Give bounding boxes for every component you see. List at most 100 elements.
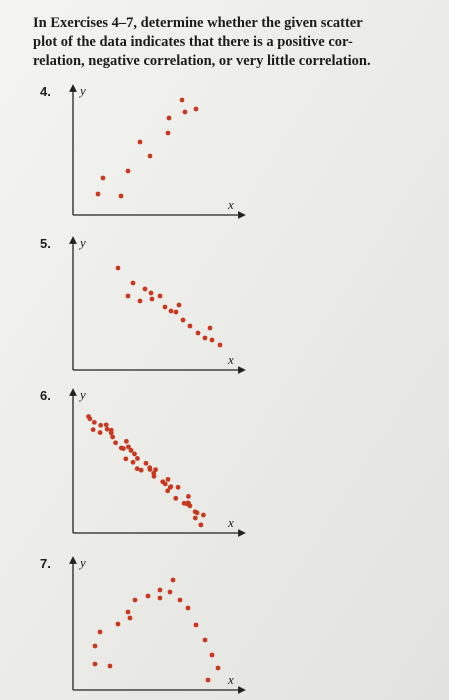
scatter-dot xyxy=(121,446,126,451)
scatter-dot xyxy=(104,426,110,432)
scatter-dot xyxy=(209,337,215,343)
scatter-dot xyxy=(198,522,204,528)
scatter-dot xyxy=(179,97,185,103)
scatter-dot xyxy=(100,175,106,181)
scatter-dot xyxy=(201,512,206,518)
scatter-dot xyxy=(98,422,104,428)
x-axis-label: x xyxy=(227,515,234,530)
scatter-dot xyxy=(128,448,134,453)
scatter-dot xyxy=(132,451,137,457)
scatter-dot xyxy=(86,414,92,419)
scatter-dot xyxy=(113,440,118,446)
scatter-dot xyxy=(202,335,208,341)
scatter-dot xyxy=(192,515,198,521)
scatter-dot xyxy=(123,456,129,462)
scatter-dot xyxy=(137,298,143,304)
intro-line: In Exercises 4–7, determine whether the … xyxy=(33,15,363,31)
scatter-dot xyxy=(173,495,179,501)
scatter-dot xyxy=(92,661,98,667)
scatter-dot xyxy=(108,430,114,436)
scatter-dot xyxy=(157,587,163,593)
scatter-dot xyxy=(125,609,131,615)
y-axis-label: y xyxy=(78,83,86,98)
scatter-dot xyxy=(165,476,171,482)
scatter-dot xyxy=(130,280,136,286)
scatter-dot xyxy=(166,115,172,121)
scatter-dot xyxy=(145,593,151,599)
scatter-dot xyxy=(147,153,153,159)
scatter-dot xyxy=(217,342,223,348)
scatter-dot xyxy=(125,168,131,174)
scatter-dot xyxy=(186,494,191,499)
scatter-dot xyxy=(173,309,179,315)
scatter-dot xyxy=(170,577,176,583)
scatter-dot xyxy=(134,466,140,472)
scatter-dot xyxy=(182,109,188,115)
scatter-dot xyxy=(193,622,199,628)
scatter-dot xyxy=(176,302,182,308)
scatter-dot xyxy=(130,459,136,465)
scatter-dot xyxy=(115,265,121,271)
scatter-dot xyxy=(110,434,116,440)
scatter-dot xyxy=(177,597,183,603)
scatter-dot xyxy=(142,286,148,292)
x-axis-label: x xyxy=(227,352,234,367)
scatter-dot xyxy=(205,677,211,683)
scatter-dot xyxy=(103,422,109,428)
scatter-dot xyxy=(127,615,133,621)
y-axis-label: y xyxy=(78,235,86,250)
scatter-dot xyxy=(162,304,168,310)
scatter-dot xyxy=(143,460,149,466)
scatter-dot xyxy=(135,456,140,461)
scatter-dot xyxy=(185,605,191,611)
scatter-dot xyxy=(118,193,124,199)
scatter-dot xyxy=(123,438,129,444)
scatter-dot xyxy=(90,427,96,433)
scatter-dot xyxy=(195,330,201,336)
scatter-dot xyxy=(149,296,155,302)
scatter-dot xyxy=(97,629,103,635)
scatter-dot xyxy=(157,595,163,601)
scatter-dot xyxy=(97,430,103,435)
intro-line: relation, negative correlation, or very … xyxy=(33,53,371,69)
scatter-dot xyxy=(165,488,171,494)
scatter-dot xyxy=(175,484,181,490)
scatter-dot xyxy=(151,473,157,479)
scatter-dot xyxy=(207,325,213,331)
scatter-dot xyxy=(168,484,174,490)
scatter-dot xyxy=(157,293,163,299)
scatter-dot xyxy=(153,467,158,473)
scatter-dot xyxy=(165,130,171,136)
scatter-dot xyxy=(193,106,199,112)
scatter-dot xyxy=(137,139,143,145)
exercise-number: 5. xyxy=(40,236,51,251)
exercise-number: 6. xyxy=(40,388,51,403)
scatter-dot xyxy=(192,509,198,515)
exercise-number: 7. xyxy=(40,556,51,571)
x-axis-label: x xyxy=(227,197,234,212)
scatter-dot xyxy=(167,589,173,595)
intro-line: plot of the data indicates that there is… xyxy=(33,34,353,50)
scatter-dot xyxy=(92,643,98,649)
scatter-dot xyxy=(115,621,121,627)
scatter-dot xyxy=(132,597,138,603)
y-axis-label: y xyxy=(78,555,86,570)
x-axis-label: x xyxy=(227,672,234,687)
scatter-dot xyxy=(126,444,131,450)
scatter-dot xyxy=(187,503,193,509)
scatter-dot xyxy=(148,290,154,296)
scatter-dot xyxy=(91,419,97,425)
scatter-dot xyxy=(95,191,101,197)
scatter-dot xyxy=(215,665,221,671)
scatter-dot xyxy=(138,467,144,473)
scatter-dot xyxy=(202,637,208,643)
scatter-dot xyxy=(180,317,186,323)
scatter-dot xyxy=(187,323,193,329)
scatter-dot xyxy=(168,308,174,314)
scatter-dot xyxy=(209,652,215,658)
scatter-dot xyxy=(147,467,153,472)
exercise-number: 4. xyxy=(40,84,51,99)
y-axis-label: y xyxy=(78,387,86,402)
